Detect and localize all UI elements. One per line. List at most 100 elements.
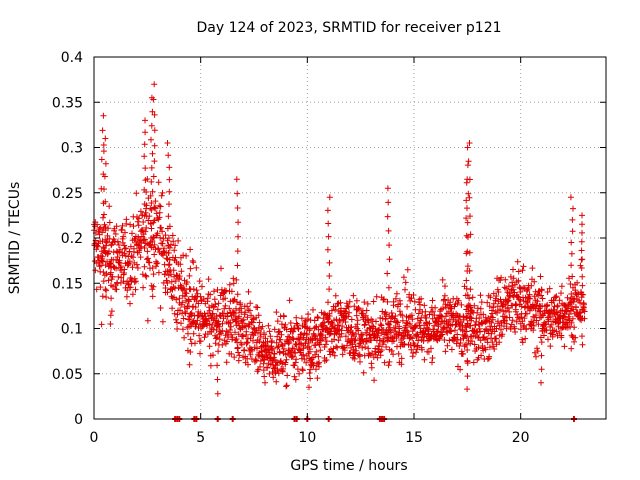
data-point bbox=[296, 336, 303, 343]
data-point bbox=[247, 351, 254, 358]
data-point bbox=[514, 311, 521, 318]
data-point bbox=[519, 318, 526, 325]
data-point bbox=[243, 331, 250, 338]
data-point bbox=[386, 256, 393, 263]
data-point bbox=[571, 338, 578, 345]
data-point bbox=[464, 360, 471, 367]
data-point bbox=[277, 357, 284, 364]
data-point bbox=[467, 231, 474, 238]
data-point bbox=[537, 273, 544, 280]
data-point bbox=[211, 296, 218, 303]
data-point bbox=[326, 194, 333, 201]
data-point bbox=[568, 239, 575, 246]
data-point bbox=[402, 279, 409, 286]
data-point bbox=[578, 265, 585, 271]
data-point bbox=[502, 276, 509, 283]
data-point bbox=[464, 321, 471, 327]
data-point bbox=[543, 327, 550, 334]
data-point bbox=[300, 345, 307, 352]
data-point bbox=[151, 81, 158, 88]
data-point bbox=[390, 302, 397, 309]
data-point bbox=[485, 327, 491, 334]
data-point bbox=[284, 372, 291, 379]
data-point bbox=[158, 192, 165, 199]
data-point bbox=[197, 350, 203, 357]
data-point bbox=[464, 347, 471, 353]
data-point bbox=[108, 295, 115, 302]
data-point bbox=[558, 290, 564, 297]
data-point bbox=[533, 317, 540, 324]
data-point bbox=[418, 295, 425, 302]
data-point bbox=[112, 231, 119, 237]
data-point bbox=[206, 307, 213, 314]
data-point bbox=[148, 136, 154, 143]
data-point bbox=[572, 334, 579, 341]
data-point bbox=[495, 318, 501, 325]
data-point bbox=[539, 311, 546, 318]
data-point bbox=[142, 177, 149, 184]
data-point bbox=[409, 335, 416, 342]
data-point bbox=[527, 295, 533, 302]
data-point bbox=[151, 251, 158, 258]
data-point bbox=[392, 313, 399, 319]
data-point bbox=[385, 284, 392, 291]
data-point bbox=[166, 201, 172, 208]
data-point bbox=[522, 335, 529, 342]
data-point bbox=[346, 298, 353, 305]
data-point bbox=[337, 334, 344, 340]
data-point bbox=[148, 164, 155, 171]
data-point bbox=[182, 309, 188, 315]
data-point bbox=[318, 332, 325, 339]
data-point bbox=[280, 365, 287, 372]
data-point bbox=[108, 256, 115, 263]
data-point bbox=[215, 300, 222, 307]
data-point bbox=[556, 297, 563, 304]
data-point bbox=[268, 339, 275, 346]
y-axis-label: SRMTID / TECUs bbox=[7, 182, 23, 295]
data-point bbox=[322, 334, 329, 341]
data-point bbox=[310, 332, 317, 338]
data-point bbox=[245, 361, 251, 368]
data-point bbox=[113, 265, 120, 272]
data-point bbox=[100, 278, 107, 285]
data-point bbox=[498, 326, 504, 333]
data-point bbox=[393, 290, 400, 297]
data-point bbox=[269, 357, 276, 364]
data-point bbox=[234, 345, 241, 352]
data-point bbox=[420, 334, 427, 340]
data-point bbox=[107, 269, 114, 276]
data-point bbox=[394, 319, 401, 326]
data-point bbox=[406, 320, 413, 327]
data-point bbox=[212, 301, 219, 308]
data-point bbox=[219, 320, 226, 327]
y-tick-label: 0.1 bbox=[61, 322, 83, 338]
data-point bbox=[236, 313, 243, 320]
data-point bbox=[99, 127, 106, 134]
data-point bbox=[303, 359, 310, 366]
data-point bbox=[283, 383, 290, 390]
y-tick-label: 0.05 bbox=[52, 367, 83, 383]
data-point bbox=[398, 355, 405, 362]
data-point bbox=[315, 361, 322, 367]
data-point bbox=[276, 328, 283, 335]
data-point bbox=[486, 355, 492, 362]
data-point bbox=[404, 266, 411, 273]
data-point bbox=[484, 335, 491, 342]
data-point bbox=[102, 286, 109, 293]
data-point bbox=[464, 386, 471, 393]
data-point bbox=[280, 313, 287, 320]
data-point bbox=[578, 238, 585, 245]
data-point bbox=[164, 280, 171, 286]
data-point bbox=[283, 356, 290, 363]
data-point bbox=[235, 320, 242, 327]
data-point bbox=[113, 286, 120, 293]
data-point bbox=[419, 346, 425, 353]
data-point bbox=[270, 374, 277, 381]
data-point bbox=[99, 293, 106, 300]
data-point bbox=[467, 314, 474, 321]
data-point bbox=[421, 356, 428, 363]
data-point bbox=[565, 313, 572, 320]
data-point bbox=[385, 327, 392, 334]
data-point bbox=[103, 239, 110, 246]
data-point bbox=[417, 301, 423, 308]
